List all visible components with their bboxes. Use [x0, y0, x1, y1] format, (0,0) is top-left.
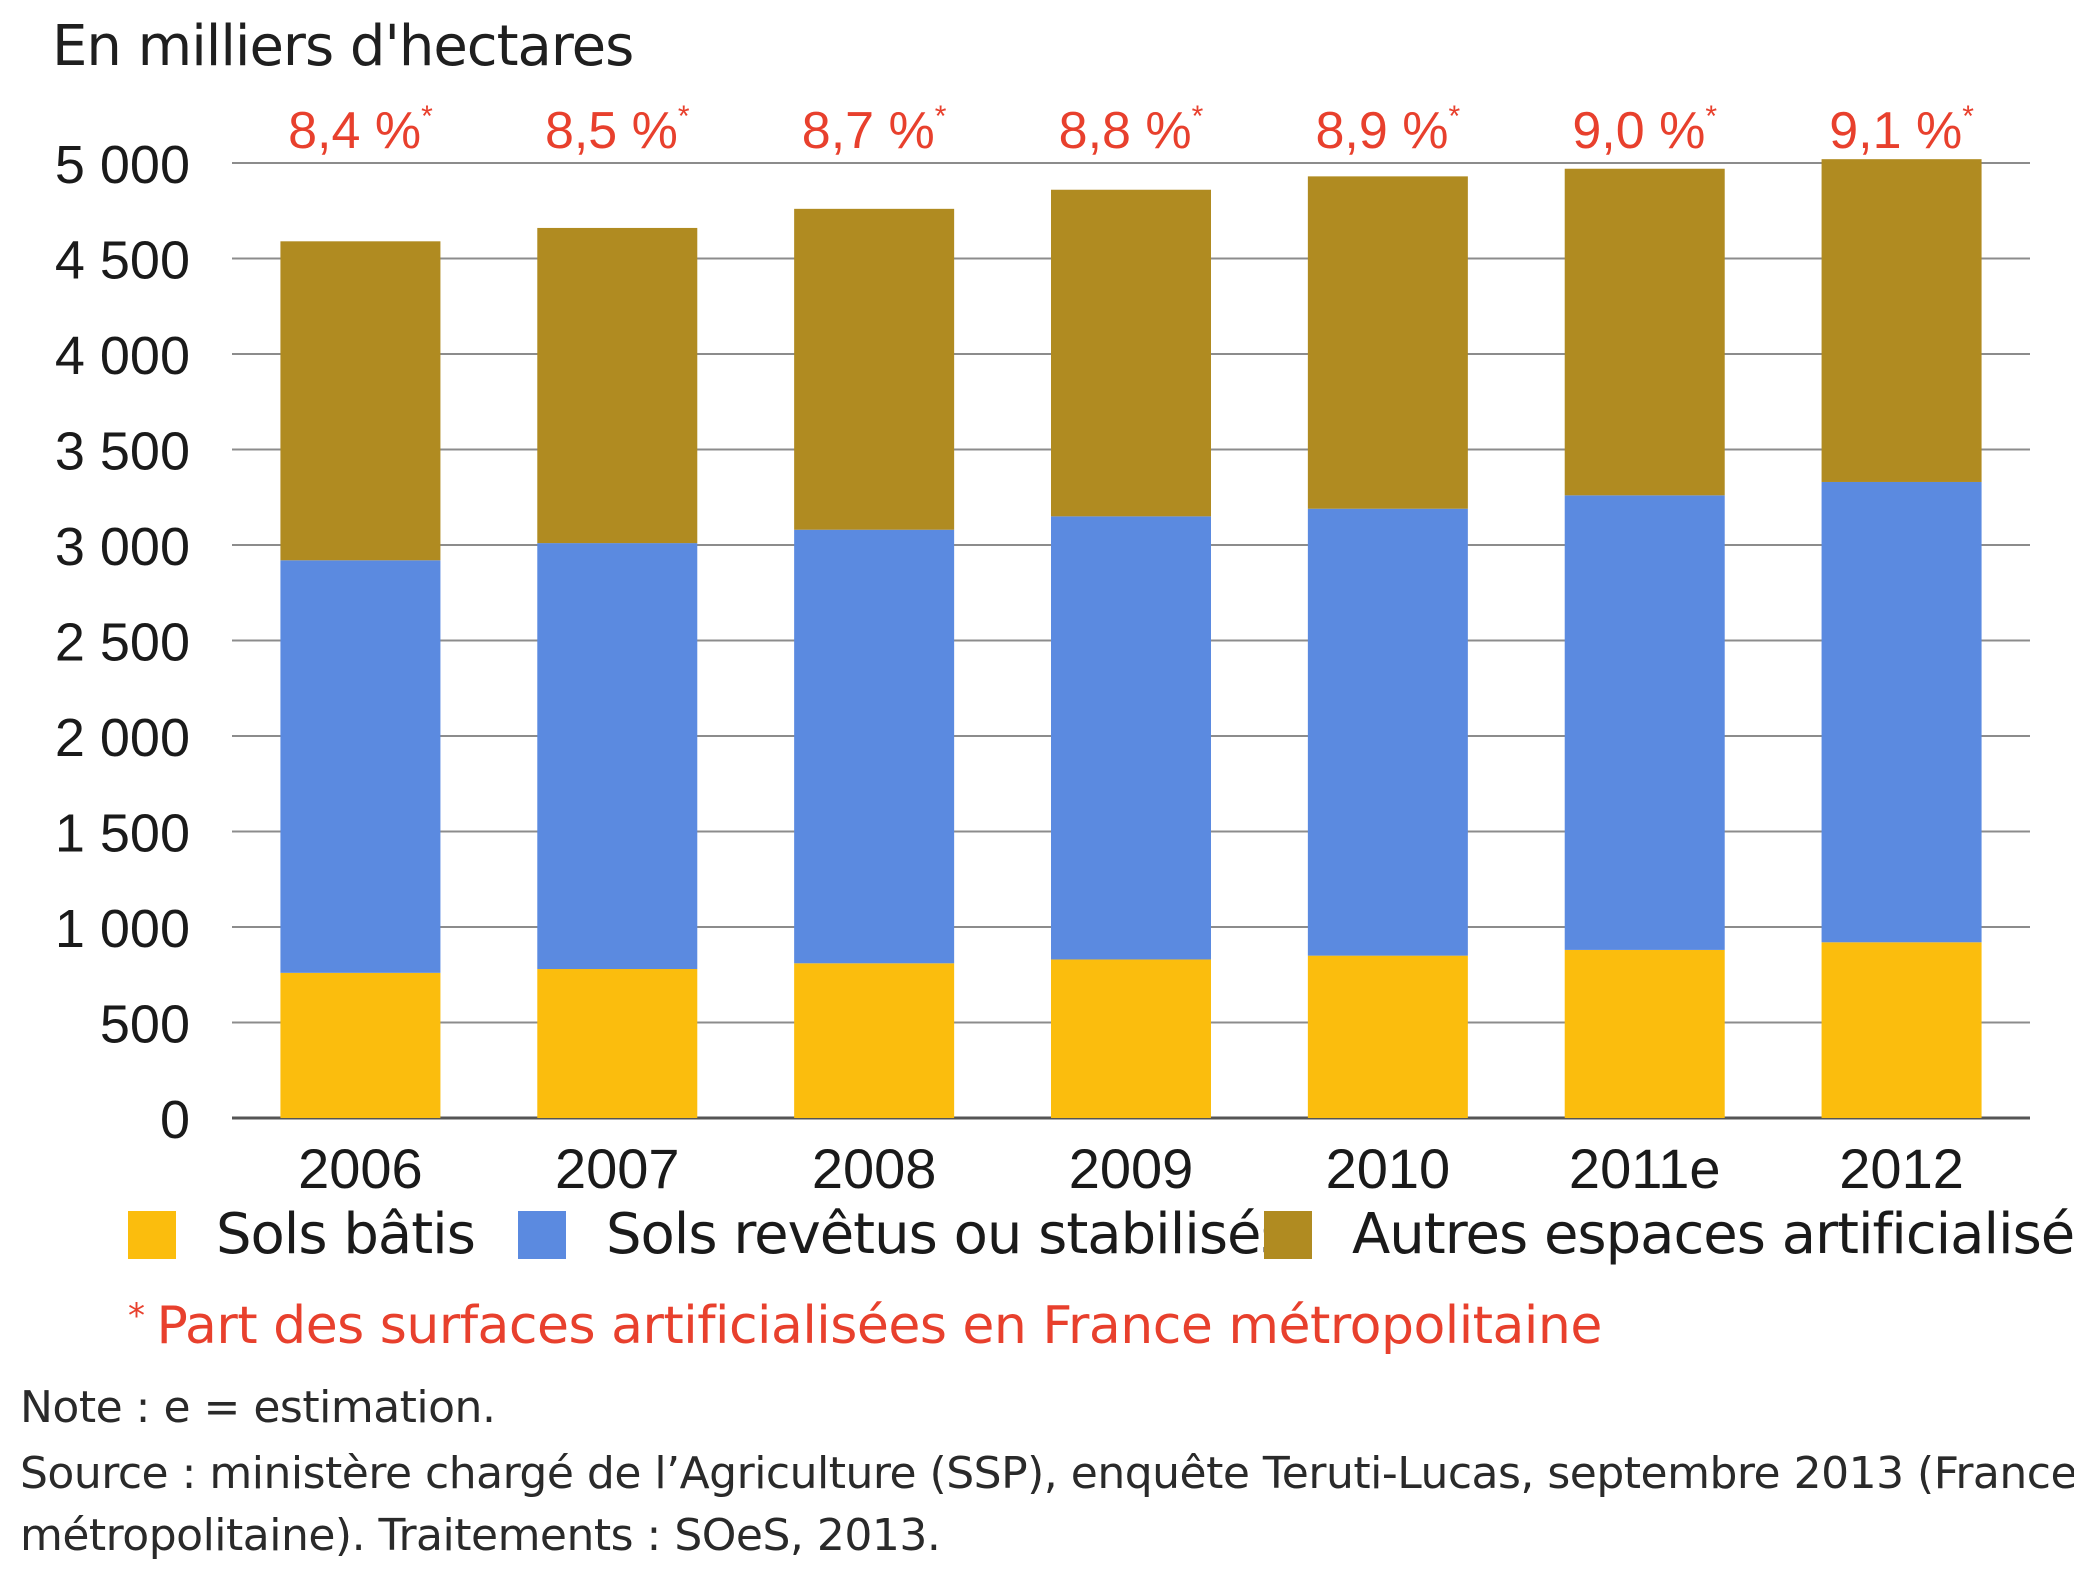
y-tick-label: 500	[100, 995, 190, 1055]
bar-segment-sols-b-tis	[1821, 942, 1982, 1118]
legend-item-sols-batis: Sols bâtis	[128, 1202, 476, 1267]
share-data-label: 8,7 %*	[802, 100, 947, 160]
estimate-note: Note : e = estimation.	[20, 1382, 496, 1433]
legend-swatch-sols-batis	[128, 1210, 176, 1259]
bar-segment-sols-b-tis	[537, 969, 698, 1118]
x-tick-label: 2009	[1069, 1137, 1194, 1200]
stacked-bar-chart: 0 500 1 000 1 500 2 000 2 500 3 000 3 500 4 000 4…	[55, 100, 2030, 1200]
source-line-1: Source : ministère chargé de l’Agricultu…	[20, 1448, 2074, 1499]
bar-segment-sols-rev-tus-ou-stabilis-s	[1307, 508, 1468, 956]
bar-segment-sols-rev-tus-ou-stabilis-s	[794, 529, 955, 964]
share-data-label: 8,4 %*	[288, 100, 433, 160]
bar-segment-sols-rev-tus-ou-stabilis-s	[537, 543, 698, 970]
legend-label-sols-revetus: Sols revêtus ou stabilisés	[606, 1202, 1290, 1267]
bar-segment-autres-espaces-artificialis-s	[280, 241, 441, 561]
y-tick-label: 0	[160, 1090, 190, 1150]
share-data-label: 9,0 %*	[1572, 100, 1717, 160]
y-tick-label: 1 000	[55, 899, 190, 959]
x-tick-label: 2006	[298, 1137, 423, 1200]
x-tick-label: 2007	[555, 1137, 680, 1200]
bar-segment-sols-b-tis	[1307, 955, 1468, 1118]
share-data-label: 8,9 %*	[1316, 100, 1461, 160]
share-data-label: 9,1 %*	[1829, 100, 1974, 160]
y-tick-label: 1 500	[55, 804, 190, 864]
legend-label-autres-espaces: Autres espaces artificialisés	[1352, 1202, 2074, 1267]
y-tick-label: 2 500	[55, 613, 190, 673]
y-tick-label: 4 000	[55, 326, 190, 386]
legend-item-sols-revetus: Sols revêtus ou stabilisés	[518, 1202, 1290, 1267]
bar-segment-sols-b-tis	[1051, 959, 1211, 1118]
bar-segment-autres-espaces-artificialis-s	[537, 227, 698, 544]
y-tick-label: 5 000	[55, 135, 190, 195]
legend: Sols bâtis Sols revêtus ou stabilisés Au…	[0, 1202, 2074, 1292]
x-tick-label: 2012	[1839, 1137, 1964, 1200]
y-tick-label: 3 000	[55, 517, 190, 577]
legend-swatch-autres-espaces	[1264, 1210, 1312, 1259]
y-tick-label: 4 500	[55, 231, 190, 291]
y-axis-unit-label: En milliers d'hectares	[52, 14, 634, 79]
bar-segment-sols-b-tis	[280, 972, 441, 1118]
y-tick-label: 2 000	[55, 708, 190, 768]
legend-swatch-sols-revetus	[518, 1210, 566, 1259]
bar-segment-autres-espaces-artificialis-s	[794, 208, 955, 530]
bar-segment-autres-espaces-artificialis-s	[1307, 176, 1468, 509]
bar-segment-sols-rev-tus-ou-stabilis-s	[1051, 516, 1211, 960]
bar-segment-sols-rev-tus-ou-stabilis-s	[1821, 481, 1982, 943]
x-tick-label: 2011e	[1569, 1137, 1721, 1200]
bar-segment-autres-espaces-artificialis-s	[1051, 189, 1211, 517]
y-tick-label: 3 500	[55, 422, 190, 482]
bar-segment-sols-b-tis	[794, 963, 955, 1118]
share-footnote-text: Part des surfaces artificialisées en Fra…	[156, 1296, 1603, 1356]
bar-segment-autres-espaces-artificialis-s	[1564, 168, 1725, 496]
share-data-label: 8,8 %*	[1059, 100, 1204, 160]
source-line-2: métropolitaine). Traitements : SOeS, 201…	[20, 1510, 941, 1561]
bar-segment-autres-espaces-artificialis-s	[1821, 159, 1982, 482]
bar-segment-sols-b-tis	[1564, 949, 1725, 1118]
share-footnote-marker: *	[128, 1296, 145, 1336]
bar-segment-sols-rev-tus-ou-stabilis-s	[1564, 495, 1725, 950]
legend-label-sols-batis: Sols bâtis	[216, 1202, 476, 1267]
x-tick-label: 2008	[812, 1137, 937, 1200]
bar-segment-sols-rev-tus-ou-stabilis-s	[280, 560, 441, 973]
legend-item-autres-espaces: Autres espaces artificialisés	[1264, 1202, 2074, 1267]
share-footnote: * Part des surfaces artificialisées en Fr…	[128, 1296, 1602, 1356]
share-data-label: 8,5 %*	[545, 100, 690, 160]
x-tick-label: 2010	[1326, 1137, 1451, 1200]
